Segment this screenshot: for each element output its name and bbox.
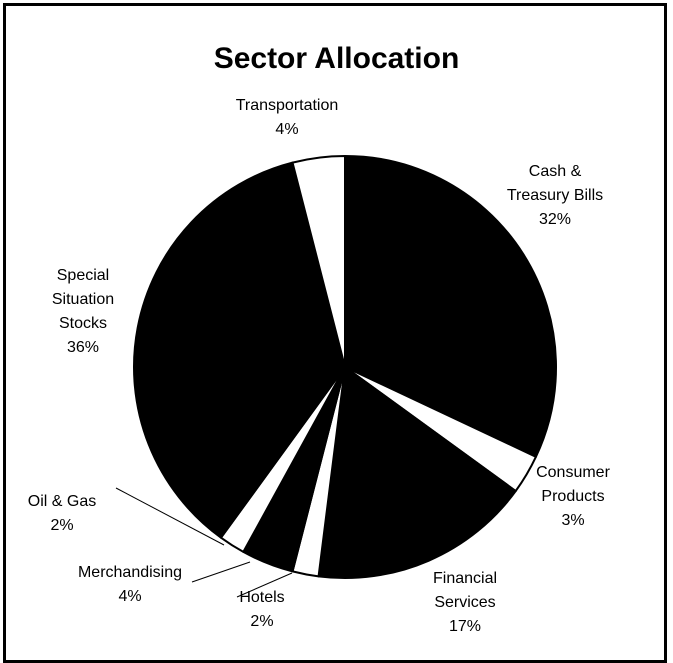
category-label: Consumer Products xyxy=(536,464,610,505)
category-label: Special Situation Stocks xyxy=(51,267,115,332)
slice-label: Cash & Treasury Bills 32% xyxy=(507,160,603,232)
slice-label: Merchandising 4% xyxy=(78,561,182,609)
value-label: 4% xyxy=(275,121,299,138)
slice-label: Financial Services 17% xyxy=(433,567,497,639)
slice-label: Hotels 2% xyxy=(239,586,284,634)
category-label: Hotels xyxy=(239,589,285,606)
value-label: 32% xyxy=(538,211,572,228)
chart-title: Sector Allocation xyxy=(213,42,460,75)
pie-slice xyxy=(317,366,517,579)
pie-slice xyxy=(291,155,346,368)
slice-label: Oil & Gas 2% xyxy=(28,490,96,538)
value-label: 17% xyxy=(448,618,482,635)
slice-label: Transportation 4% xyxy=(236,94,339,142)
leader-line xyxy=(236,572,293,598)
category-label: Financial Services xyxy=(432,570,498,611)
value-label: 3% xyxy=(561,512,585,529)
category-label: Transportation xyxy=(235,97,339,114)
leader-line xyxy=(115,487,225,546)
page: Sector Allocation (() => { const data = … xyxy=(3,3,667,663)
value-label: 36% xyxy=(66,339,100,356)
pie-slice xyxy=(133,161,346,539)
slice-label: Special Situation Stocks 36% xyxy=(52,264,114,360)
value-label: 4% xyxy=(118,588,142,605)
category-label: Merchandising xyxy=(77,564,183,581)
category-label: Oil & Gas xyxy=(27,493,97,510)
pie-slice xyxy=(344,155,557,458)
value-label: 2% xyxy=(50,517,74,534)
category-label: Cash & Treasury Bills xyxy=(506,163,604,204)
slice-label: Consumer Products 3% xyxy=(536,461,610,533)
value-label: 2% xyxy=(250,613,274,630)
chart xyxy=(115,155,557,598)
leader-line xyxy=(191,561,251,583)
